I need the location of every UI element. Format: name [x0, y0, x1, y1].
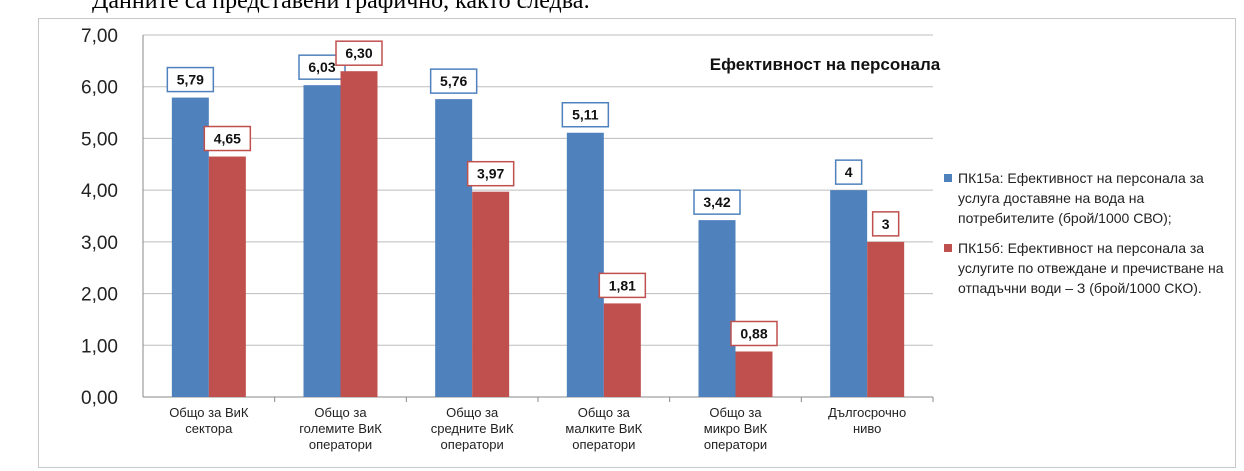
data-label: 4 [845, 164, 853, 180]
x-tick-label: Общо за големите ВиК оператори [299, 405, 382, 452]
data-label: 6,03 [308, 59, 335, 75]
data-label-box [834, 159, 863, 185]
data-label: 6,30 [345, 45, 372, 61]
y-tick-label: 1,00 [81, 336, 118, 357]
data-label-box [335, 40, 383, 66]
legend-item-series-b: ПК15б: Ефективност на персонала за услуг… [944, 238, 1234, 298]
bar-series-b [867, 241, 905, 397]
bar-series-a [830, 190, 868, 397]
y-tick-label: 0,00 [81, 388, 118, 409]
page-header-text: Данните са представени графично, както с… [92, 0, 591, 14]
chart-title: Ефективност на персонала [710, 55, 941, 74]
x-tick-label: Общо за ВиК сектора [169, 405, 249, 436]
chart-legend: ПК15а: Ефективност на персонала за услуг… [944, 168, 1234, 308]
bar-series-b [735, 351, 773, 397]
legend-swatch-series-b [944, 244, 952, 252]
data-label: 3,42 [703, 194, 730, 210]
data-label: 5,76 [440, 73, 467, 89]
data-label: 0,88 [740, 325, 767, 341]
bar-series-b [340, 71, 378, 397]
y-tick-label: 4,00 [81, 181, 118, 202]
data-label-box [693, 189, 741, 215]
y-tick-label: 5,00 [81, 129, 118, 150]
x-tick-label: Дългосрочно ниво [828, 405, 906, 436]
data-label-box [730, 320, 778, 347]
bar-series-a [435, 99, 473, 397]
data-label: 5,79 [177, 72, 204, 88]
legend-swatch-series-a [944, 174, 952, 182]
data-label: 3 [882, 216, 890, 232]
data-label: 1,81 [609, 277, 636, 293]
bar-series-b [472, 191, 510, 397]
bar-series-a [566, 132, 604, 398]
y-tick-label: 3,00 [81, 233, 118, 254]
data-label-box [466, 160, 515, 187]
bar-series-b [208, 156, 246, 397]
data-label: 3,97 [477, 166, 504, 182]
x-tick-label: Общо за средните ВиК оператори [431, 405, 514, 452]
y-tick-label: 7,00 [81, 26, 118, 47]
x-tick-label: Общо за малките ВиК оператори [565, 405, 642, 452]
legend-item-series-a: ПК15а: Ефективност на персонала за услуг… [944, 168, 1234, 228]
bar-series-a [171, 97, 209, 398]
data-label-box [203, 125, 252, 152]
bar-series-a [698, 220, 736, 397]
data-label-box [429, 68, 478, 94]
data-label: 4,65 [214, 131, 241, 147]
x-tick-label: Общо за микро ВиК оператори [704, 405, 768, 452]
legend-label-series-a: ПК15а: Ефективност на персонала за услуг… [958, 170, 1204, 226]
data-label: 5,11 [572, 107, 599, 123]
data-label-box [166, 66, 215, 93]
data-label-box [561, 101, 610, 128]
y-tick-label: 6,00 [81, 78, 118, 99]
bar-series-b [603, 303, 641, 397]
legend-label-series-b: ПК15б: Ефективност на персонала за услуг… [958, 240, 1224, 296]
data-label-box [598, 272, 647, 299]
y-tick-label: 2,00 [81, 285, 118, 306]
data-label-box [871, 211, 900, 237]
bar-series-a [303, 85, 341, 398]
